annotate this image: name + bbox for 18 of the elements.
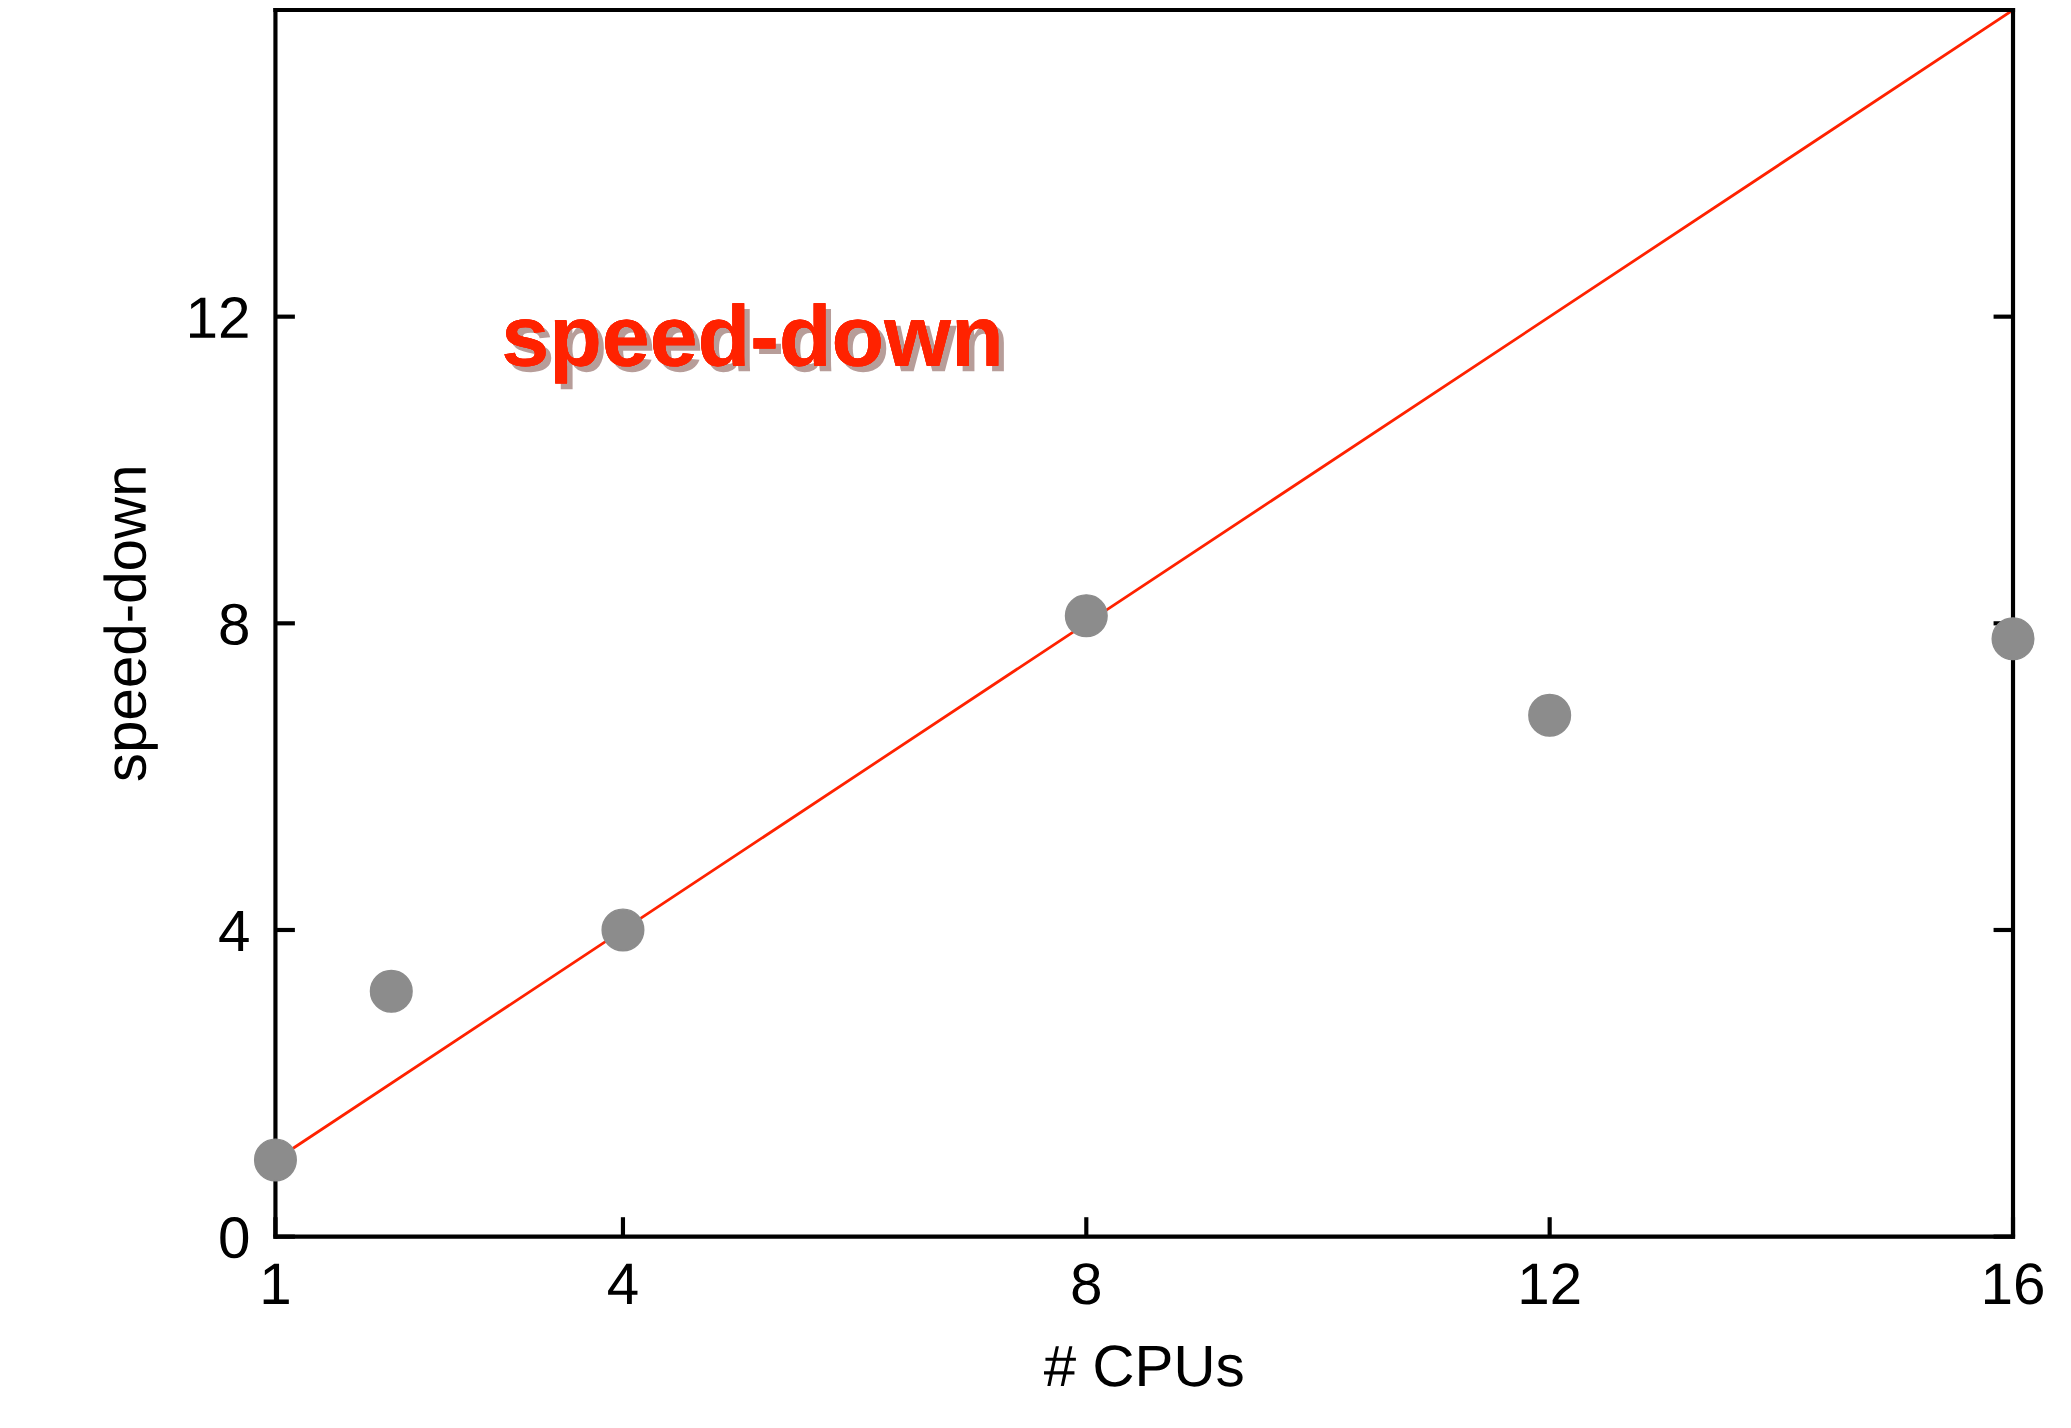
- x-tick-label: 8: [1072, 1263, 1100, 1305]
- x-tick-label: 12: [1521, 1263, 1580, 1304]
- point: [1064, 594, 1108, 638]
- x-tick-label: 16: [1985, 1263, 2043, 1305]
- x-tick-label: 4: [608, 1263, 638, 1304]
- y-tick-label: 12: [190, 297, 248, 338]
- x-axis-title: # CPUs: [1043, 1345, 1243, 1387]
- y-axis-title: speed-down: [103, 468, 158, 781]
- point: [1528, 693, 1572, 737]
- point: [1991, 617, 2035, 661]
- x-tick-label: 1: [263, 1263, 289, 1304]
- y-tick-label: 4: [219, 910, 249, 952]
- annotation: speed-down: [504, 303, 1004, 390]
- point: [253, 1138, 297, 1182]
- point: [369, 969, 413, 1013]
- y-tick-label: 0: [220, 1217, 249, 1259]
- y-tick-label: 8: [220, 603, 248, 646]
- point: [601, 908, 645, 952]
